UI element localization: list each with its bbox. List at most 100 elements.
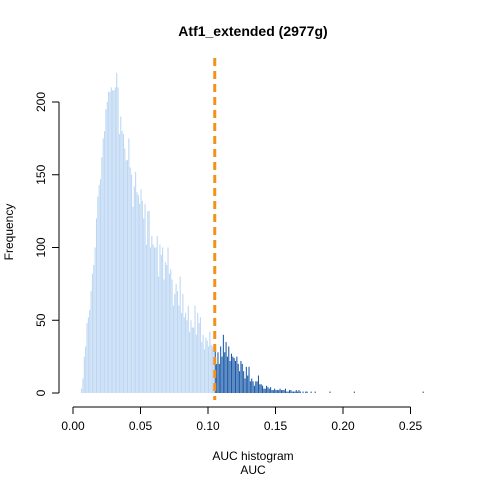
histogram-bar [112,90,114,394]
y-tick-label: 200 [34,92,48,112]
histogram-bar [170,269,172,393]
histogram-bar [270,387,272,393]
histogram-bar [306,391,308,393]
histogram-bar [216,363,218,393]
histogram-bar [178,305,180,393]
histogram-bar [174,294,176,393]
histogram-bar [108,91,110,393]
histogram-bar [104,131,106,393]
histogram-bar [158,276,160,393]
histogram-bar [208,346,210,393]
histogram-bar [172,305,174,393]
histogram-bar [154,247,156,393]
histogram-bar [101,157,103,393]
histogram-bar [245,366,247,393]
histogram-bar [272,390,274,393]
histogram-bar [89,310,91,393]
histogram-bar [280,390,282,393]
histogram-bar [186,320,188,393]
histogram-bar [147,211,149,394]
histogram-bar [91,273,93,393]
histogram-bar [275,390,277,393]
histogram-bar [329,391,331,393]
y-axis: 0 50 100 150 200 [34,92,60,396]
histogram-bar [422,391,424,393]
histogram-bar [274,388,276,393]
histogram-bar [237,363,239,393]
histogram-bar [94,247,96,393]
histogram-bar [224,352,226,393]
histogram-bar [125,160,127,393]
histogram-bar [241,363,243,393]
histogram-bar [100,179,102,393]
histogram-bar [210,344,212,393]
histogram-bar [187,305,189,393]
histogram-bar [294,391,296,393]
histogram-bar [148,211,150,394]
histogram-bar [175,283,177,394]
histogram-bar [164,262,166,393]
histogram-bar [256,381,258,393]
histogram-bar [83,356,85,394]
histogram-bar [97,196,99,393]
x-tick-label: 0.05 [129,419,153,433]
histogram-bar [166,264,168,393]
histogram-bar [181,312,183,393]
histogram-bar [283,390,285,393]
y-tick-label: 50 [34,313,48,327]
histogram-bar [87,317,89,393]
histogram-bar [243,371,245,393]
histogram-bar [189,331,191,393]
histogram-bar [244,378,246,393]
histogram-bar [262,385,264,393]
histogram-bar [248,366,250,393]
histogram-bar [240,360,242,393]
histogram-bar [198,323,200,393]
histogram-bar [144,203,146,393]
histogram-bar [228,346,230,393]
histogram-bar [226,356,228,394]
histogram-bar [229,360,231,393]
histogram-bar [151,235,153,393]
x-tick-label: 0.25 [399,419,423,433]
histogram-bar [98,184,100,393]
histogram-bar [235,360,237,393]
histogram-bar [259,384,261,393]
histogram-bar [251,378,253,393]
histogram-bar [260,384,262,393]
histogram-bar [191,327,193,393]
histogram-bar [118,134,120,393]
histogram-bar [109,91,111,393]
histogram-bar [197,312,199,393]
histogram-bar [271,390,273,393]
histogram-bar [113,90,115,394]
histogram-bar [305,391,307,393]
histogram-bar [266,385,268,393]
histogram-bar [110,87,112,393]
histogram-bar [299,391,301,393]
y-tick-label: 0 [34,389,48,396]
histogram-bar [141,200,143,393]
histogram-bar [298,390,300,393]
y-tick-label: 100 [34,237,48,257]
histogram-bar [124,148,126,393]
histogram-bar [190,320,192,393]
histogram-bar [278,390,280,393]
x-tick-label: 0.20 [331,419,355,433]
histogram-bar [257,375,259,393]
histogram-bar [137,195,139,393]
histogram-bar [133,186,135,393]
histogram-bar [139,203,141,393]
histogram-bar [149,247,151,393]
histogram-bar [193,327,195,393]
histogram-bar [182,294,184,393]
histogram-bar [145,244,147,393]
histogram-bar [122,134,124,393]
histogram-bar [202,334,204,393]
histogram-bar [225,342,227,393]
histogram-bar [143,218,145,393]
histogram-bar [201,342,203,393]
histogram-bar [155,247,157,393]
histogram-bar [289,390,291,393]
